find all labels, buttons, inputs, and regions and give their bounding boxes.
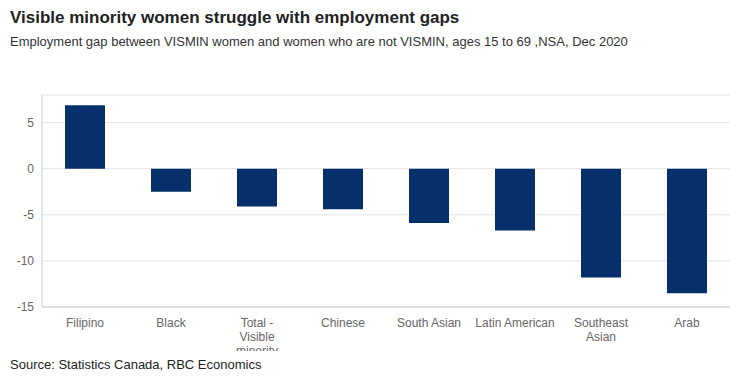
svg-text:-15: -15	[17, 300, 35, 314]
svg-text:Latin American: Latin American	[475, 316, 554, 330]
svg-text:-5: -5	[23, 208, 34, 222]
svg-text:Arab: Arab	[674, 316, 700, 330]
svg-text:South Asian: South Asian	[397, 316, 461, 330]
svg-text:Chinese: Chinese	[321, 316, 365, 330]
svg-text:SoutheastAsian: SoutheastAsian	[574, 316, 629, 344]
svg-text:Total -Visibleminority: Total -Visibleminority	[236, 316, 278, 351]
svg-text:Filipino: Filipino	[66, 316, 104, 330]
svg-text:5: 5	[27, 116, 34, 130]
svg-text:0: 0	[27, 162, 34, 176]
svg-text:Black: Black	[156, 316, 186, 330]
html-text:Source: Statistics Canada, RBC: Source: Statistics Canada, RBC Economics	[10, 357, 262, 372]
svg-text:-10: -10	[17, 254, 35, 268]
html-text:Visible minority women struggl: Visible minority women struggle with emp…	[10, 8, 460, 27]
html-text:Employment gap between VISMIN: Employment gap between VISMIN women and …	[10, 34, 628, 49]
